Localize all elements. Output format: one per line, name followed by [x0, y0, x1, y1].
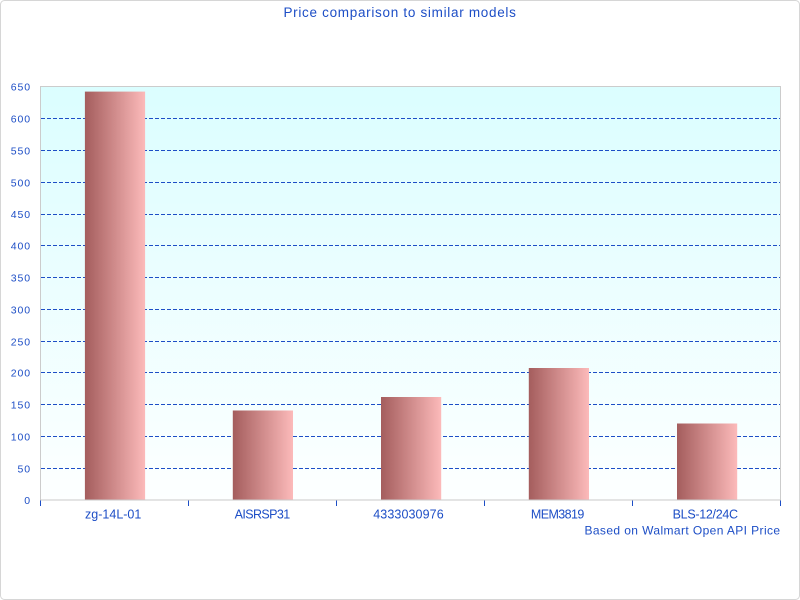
svg-text:550: 550	[11, 146, 31, 158]
svg-text:Based on Walmart Open API Pric: Based on Walmart Open API Price	[584, 524, 780, 538]
svg-text:150: 150	[11, 400, 31, 412]
svg-text:4333030976: 4333030976	[373, 507, 444, 521]
svg-text:200: 200	[11, 368, 31, 380]
svg-text:MEM3819: MEM3819	[531, 507, 584, 521]
svg-text:BLS-12/24C: BLS-12/24C	[673, 507, 738, 521]
svg-text:400: 400	[11, 241, 31, 253]
svg-text:650: 650	[11, 82, 31, 94]
svg-text:250: 250	[11, 337, 31, 349]
svg-text:0: 0	[24, 495, 31, 507]
svg-text:50: 50	[18, 464, 31, 476]
svg-text:AISRSP31: AISRSP31	[235, 507, 291, 521]
svg-text:zg-14L-01: zg-14L-01	[85, 507, 141, 521]
svg-text:300: 300	[11, 305, 31, 317]
svg-text:100: 100	[11, 432, 31, 444]
svg-text:450: 450	[11, 209, 31, 221]
svg-text:Price comparison to similar mo: Price comparison to similar models	[283, 5, 516, 20]
svg-text:600: 600	[11, 114, 31, 126]
svg-text:350: 350	[11, 273, 31, 285]
svg-text:500: 500	[11, 178, 31, 190]
